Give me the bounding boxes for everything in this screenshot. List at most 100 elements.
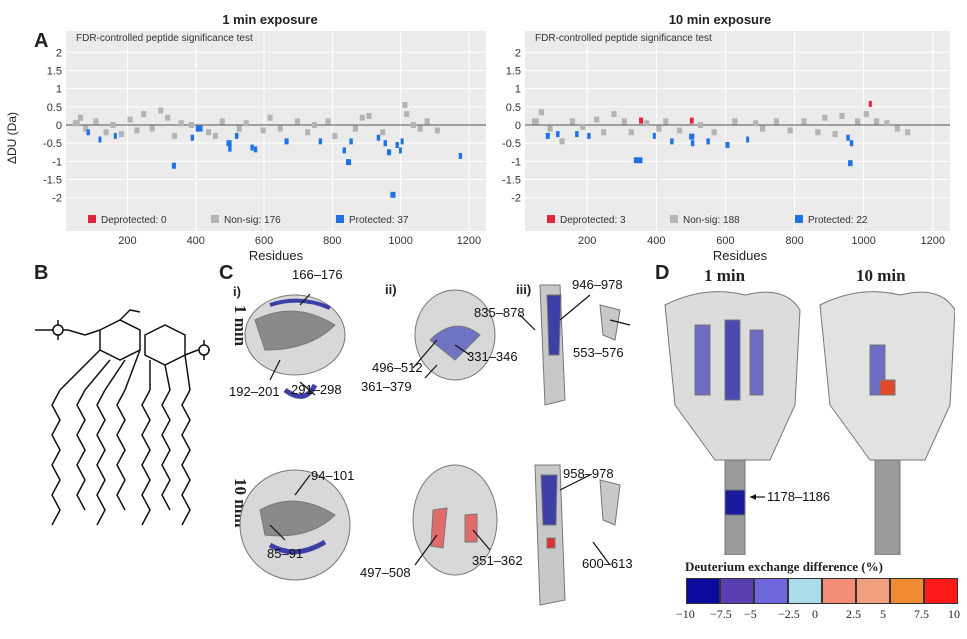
protected-peptide-bar [383,140,387,147]
nonsig-peptide-bar [134,127,140,134]
protected-peptide-bar [690,140,695,147]
range-label: 166–176 [292,267,343,282]
nonsig-peptide-bar [787,127,793,134]
color-scale-tick: −2.5 [778,607,800,621]
color-scale-tick: −7.5 [710,607,732,621]
spike-10min [819,291,955,555]
color-scale-tick: −5 [744,607,757,621]
protected-peptide-bar [670,138,674,145]
chart-title-10min: 10 min exposure [668,12,772,27]
color-scale-tick: 10 [948,607,960,621]
y-tick-label: 1.5 [506,65,521,77]
color-scale-swatch [720,578,754,604]
nonsig-peptide-bar [359,114,365,121]
protected-peptide-bar [386,149,392,156]
nonsig-peptide-bar [815,129,821,136]
subpanel-label-i: i) [233,284,241,299]
nonsig-peptide-bar [149,125,155,132]
panel-d-structures [664,291,955,555]
legend-swatch [795,215,803,223]
nonsig-peptide-bar [611,111,617,118]
range-label: 835–878 [474,305,525,320]
subpanel-label-iii: iii) [516,282,532,297]
color-scale [686,578,958,604]
acyl-chains [51,349,191,526]
panel-letter-a: A [34,30,49,52]
range-label-1178: 1178–1186 [767,489,831,504]
nonsig-peptide-bar [677,127,683,134]
panel-letter-c: C [219,262,234,284]
y-tick-label: 0 [515,120,521,132]
nonsig-peptide-bar [178,120,184,127]
nonsig-peptide-bar [547,125,553,132]
color-scale-tick: 5 [880,607,886,621]
x-tick-label: 600 [255,235,273,247]
deprotected-peptide-bar [639,117,644,124]
nonsig-peptide-bar [773,118,779,125]
protein-iii-1min [539,284,621,406]
nonsig-peptide-bar [127,116,133,123]
color-scale-swatch [788,578,822,604]
protected-peptide-bar [113,132,117,139]
color-scale-swatch [856,578,890,604]
protected-peptide-bar [398,147,402,154]
protected-peptide-bar [848,160,853,167]
x-tick-label: 800 [785,235,803,247]
nonsig-peptide-bar [628,129,634,136]
protected-peptide-bar [346,159,352,166]
nonsig-peptide-bar [424,118,430,125]
panel-d-time-10min: 10 min [856,266,906,285]
deprotected-peptide-bar [868,100,872,107]
color-scale-ticks: −10 −7.5 −5 −2.5 0 2.5 5 7.5 10 [676,607,966,625]
subpanel-label-ii: ii) [385,282,397,297]
y-tick-label: -2 [511,193,521,205]
protected-peptide-bar [746,136,750,143]
protected-peptide-bar [228,145,232,152]
legend-label: Non-sig: 188 [683,215,740,226]
protected-peptide-bar [395,142,399,148]
spike-1min [664,291,801,555]
protein-ii-10min [412,464,498,576]
chart-title-1min: 1 min exposure [222,12,318,27]
y-tick-label: -1 [52,156,62,168]
range-label: 553–576 [573,345,624,360]
nonsig-peptide-bar [325,118,331,125]
nonsig-peptide-bar [311,122,317,128]
nonsig-peptide-bar [839,112,845,119]
x-tick-label: 200 [578,235,596,247]
nonsig-peptide-bar [83,125,89,132]
y-tick-label: -2 [52,193,62,205]
nonsig-peptide-bar [243,120,249,127]
plot-area [66,31,486,231]
range-label: 497–508 [360,565,411,580]
nonsig-peptide-bar [158,107,164,114]
nonsig-peptide-bar [206,129,212,136]
nonsig-peptide-bar [873,118,880,125]
color-scale-tick: −10 [676,607,695,621]
nonsig-peptide-bar [559,138,565,145]
color-scale-swatch [890,578,924,604]
legend-swatch [211,215,219,223]
nonsig-peptide-bar [219,118,225,125]
protected-peptide-bar [458,152,463,159]
protected-peptide-bar [250,144,254,151]
phosphate-right [198,340,210,360]
nonsig-peptide-bar [72,120,80,127]
chart-10min: FDR-controlled peptide significance test… [502,31,950,263]
nonsig-peptide-bar [621,118,627,125]
protected-peptide-bar [342,147,346,154]
protein-iii-10min [534,464,621,606]
nonsig-peptide-bar [236,125,242,132]
protected-peptide-bar [235,132,239,139]
nonsig-peptide-bar [801,118,807,125]
y-tick-label: -1.5 [43,175,62,187]
y-tick-label: -0.5 [43,138,62,150]
range-label: 351–362 [472,553,523,568]
range-label: 85–91 [267,546,304,561]
color-scale-swatch [924,578,958,604]
nonsig-peptide-bar [732,118,738,125]
deprotected-peptide-bar [689,117,694,124]
plot-area [525,31,950,231]
protected-peptide-bar [846,134,850,141]
protected-peptide-bar [545,132,550,139]
